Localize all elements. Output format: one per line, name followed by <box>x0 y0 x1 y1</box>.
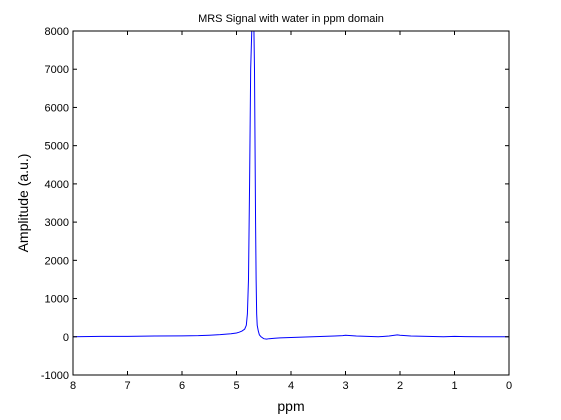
x-tick-label: 7 <box>124 380 130 392</box>
x-tick-label: 4 <box>288 380 294 392</box>
y-tick-label: 6000 <box>45 102 69 114</box>
y-tick-label: 7000 <box>45 64 69 76</box>
x-tick-label: 5 <box>233 380 239 392</box>
y-tick-label: 8000 <box>45 26 69 38</box>
plot-frame <box>72 30 510 376</box>
plot-area <box>73 31 509 375</box>
chart-title: MRS Signal with water in ppm domain <box>198 13 384 25</box>
x-axis-title: ppm <box>277 398 304 414</box>
y-tick-label: 1000 <box>45 294 69 306</box>
y-tick-label: 4000 <box>45 179 69 191</box>
series-line <box>73 31 509 340</box>
y-tick-label: 2000 <box>45 255 69 267</box>
x-tick-label: 8 <box>70 380 76 392</box>
plot-lines <box>73 31 509 340</box>
y-tick-label: -1000 <box>41 370 69 382</box>
y-tick-label: 0 <box>63 332 69 344</box>
x-tick-label: 0 <box>506 380 512 392</box>
x-tick-label: 6 <box>179 380 185 392</box>
x-tick-label: 2 <box>397 380 403 392</box>
y-axis-title: Amplitude (a.u.) <box>15 154 31 253</box>
y-tick-label: 3000 <box>45 217 69 229</box>
x-tick-label: 1 <box>451 380 457 392</box>
x-tick-label: 3 <box>342 380 348 392</box>
y-tick-label: 5000 <box>45 141 69 153</box>
